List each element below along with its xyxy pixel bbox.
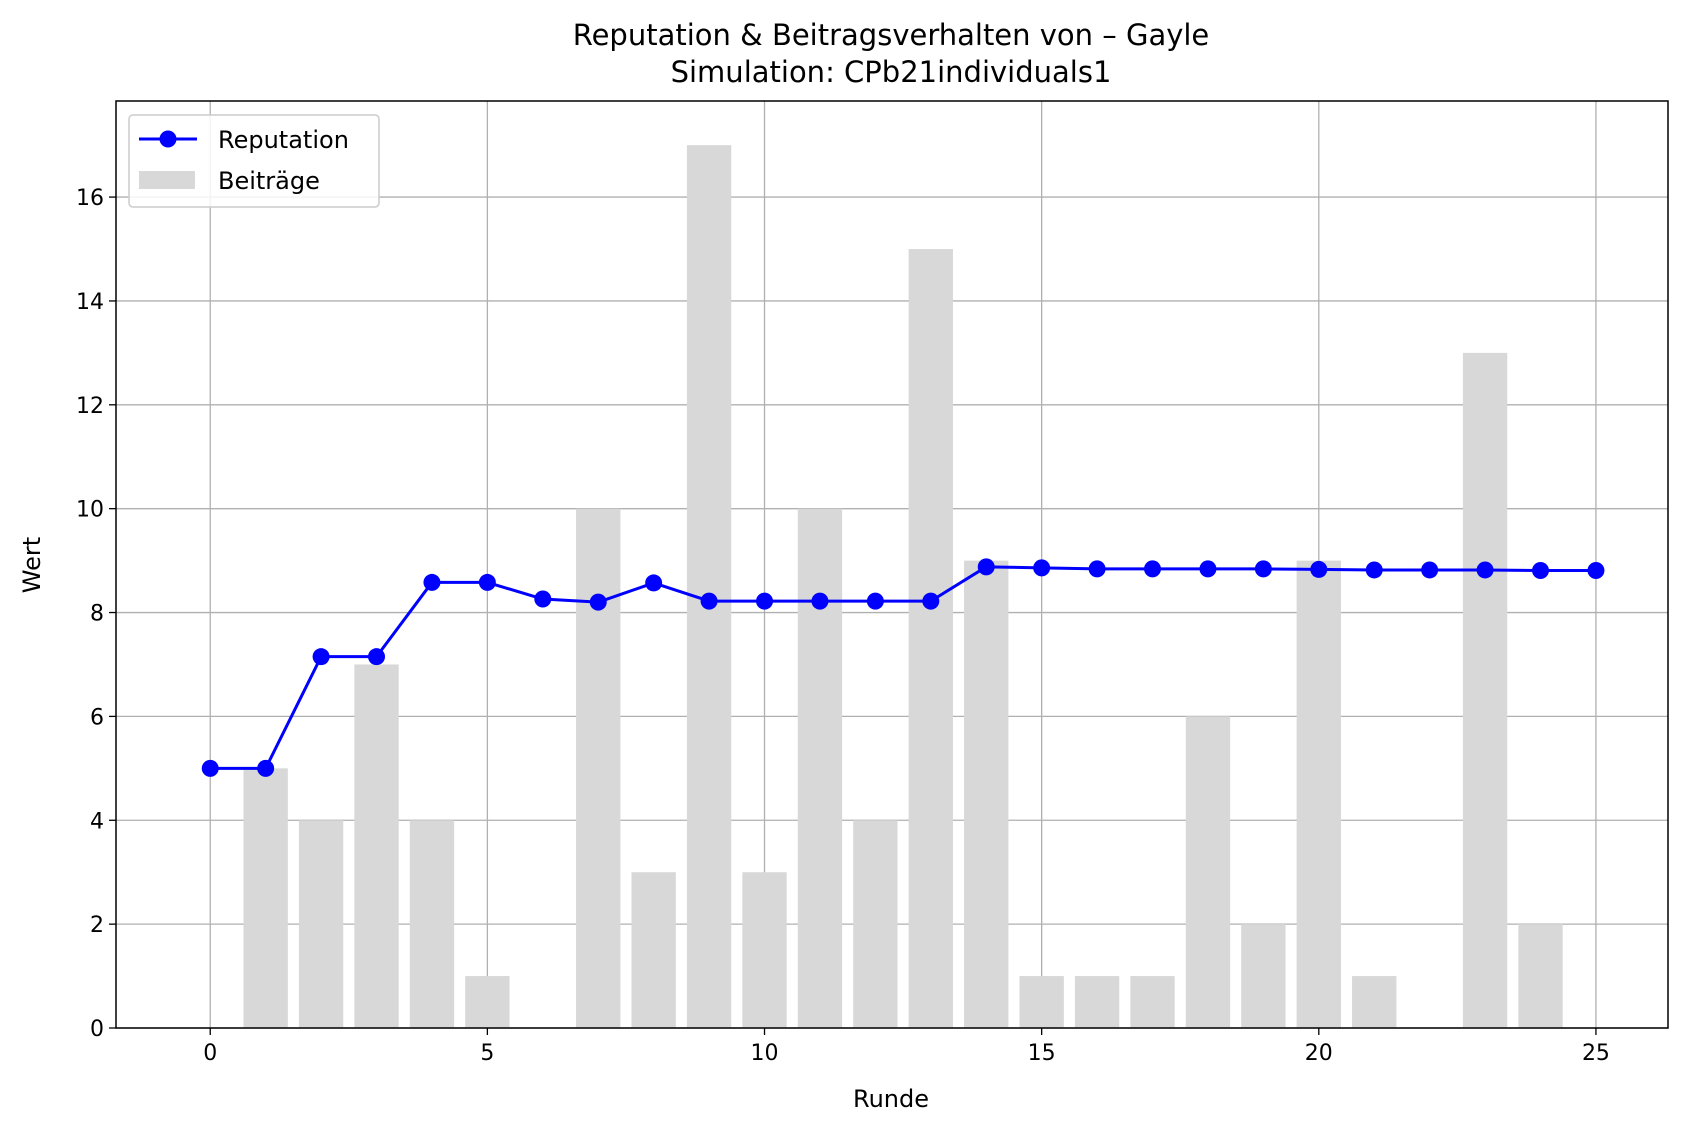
y-tick-label: 6 (90, 705, 104, 730)
bar-beitraege (797, 508, 843, 1029)
x-tick-label: 25 (1582, 1041, 1610, 1066)
reputation-point (368, 648, 386, 666)
bar-beitraege (243, 768, 288, 1028)
reputation-point (478, 573, 496, 591)
bar-beitraege (1019, 976, 1064, 1028)
bar-beitraege (1296, 560, 1341, 1028)
reputation-point (1088, 560, 1106, 578)
y-tick-label: 10 (76, 498, 104, 523)
y-axis-label: Wert (18, 537, 46, 593)
y-tick-label: 0 (90, 1017, 104, 1042)
x-axis-label: Runde (853, 1085, 929, 1113)
bar-beitraege (686, 145, 732, 1029)
reputation-point (1365, 561, 1383, 579)
bar-beitraege (1074, 976, 1120, 1028)
bar-beitraege (465, 976, 510, 1028)
bar-series-beitraege (243, 145, 1563, 1029)
reputation-line (210, 565, 1596, 770)
y-tick-label: 12 (76, 394, 104, 419)
reputation-point (257, 759, 275, 777)
legend-beitraege-swatch (139, 171, 195, 189)
reputation-point (756, 592, 774, 610)
axis-ticks: 0 5 10 15 20 25 0 2 4 6 8 10 12 14 16 (76, 186, 1610, 1066)
chart-subtitle: Simulation: CPb21individuals1 (671, 55, 1112, 89)
reputation-point (312, 648, 330, 666)
bar-beitraege (853, 820, 898, 1028)
bar-beitraege (1352, 976, 1397, 1028)
reputation-point (423, 573, 441, 591)
reputation-point (700, 592, 718, 610)
reputation-point (977, 558, 995, 576)
legend-reputation-marker (159, 130, 177, 148)
x-tick-label: 0 (203, 1041, 217, 1066)
bar-beitraege (964, 560, 1009, 1028)
bar-beitraege (1130, 976, 1175, 1028)
reputation-point (1421, 561, 1439, 579)
x-tick-label: 15 (1028, 1041, 1056, 1066)
chart-title: Reputation & Beitragsverhalten von – Gay… (573, 18, 1210, 52)
reputation-point (201, 759, 219, 777)
y-tick-label: 2 (90, 913, 104, 938)
bar-beitraege (409, 820, 455, 1028)
plot-frame (115, 100, 1669, 1029)
legend-label-beitraege: Beiträge (218, 167, 320, 195)
x-tick-label: 20 (1305, 1041, 1333, 1066)
reputation-point (1199, 560, 1217, 578)
reputation-point (1033, 559, 1051, 577)
reputation-point (589, 593, 607, 611)
reputation-point (1476, 561, 1494, 579)
reputation-point (1532, 561, 1550, 579)
reputation-point (534, 590, 552, 608)
y-tick-label: 16 (76, 186, 104, 211)
reputation-point (1310, 560, 1328, 578)
bar-beitraege (1185, 716, 1231, 1028)
reputation-point (811, 592, 829, 610)
bar-beitraege (908, 249, 953, 1028)
reputation-point (1587, 561, 1605, 579)
bar-beitraege (742, 872, 787, 1028)
bar-beitraege (1241, 924, 1286, 1028)
legend: Reputation Beiträge (128, 114, 380, 208)
bar-beitraege (1518, 924, 1563, 1028)
reputation-point (1144, 560, 1162, 578)
legend-label-reputation: Reputation (218, 126, 349, 154)
reputation-point (866, 592, 884, 610)
bar-beitraege (354, 664, 399, 1028)
x-tick-label: 5 (480, 1041, 494, 1066)
line-series-reputation (201, 558, 1605, 777)
bar-beitraege (1462, 352, 1508, 1028)
y-tick-label: 4 (90, 809, 104, 834)
x-tick-label: 10 (751, 1041, 779, 1066)
bar-beitraege (576, 508, 621, 1029)
reputation-point (1254, 560, 1272, 578)
y-tick-label: 14 (76, 290, 104, 315)
reputation-point (922, 592, 940, 610)
reputation-point (645, 574, 663, 592)
bar-beitraege (631, 872, 676, 1028)
bar-beitraege (298, 820, 344, 1028)
y-tick-label: 8 (90, 602, 104, 627)
